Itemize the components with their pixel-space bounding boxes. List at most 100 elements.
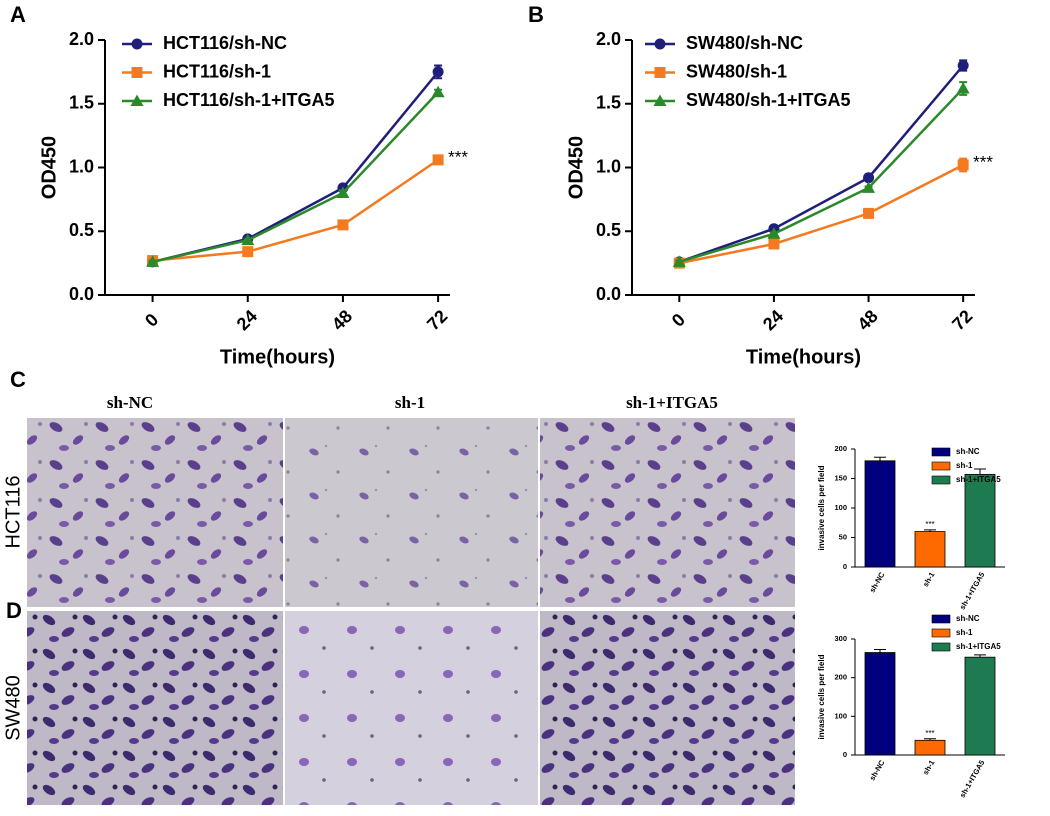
series-line [152,91,440,264]
marker [432,154,444,166]
x-tick-label: 48 [854,306,882,334]
x-tick-label: 0 [141,310,162,331]
row-label: SW480 [2,675,24,741]
x-tick-label: 72 [423,306,451,334]
error-bar [874,648,886,653]
y-axis-label: invasive cells per field [817,465,826,550]
series-line [679,163,964,265]
y-axis-label: invasive cells per field [817,654,826,739]
y-tick-label: 100 [834,711,847,720]
micrograph [285,418,538,607]
marker [242,246,254,258]
y-axis-label: OD450 [565,136,587,199]
legend-marker [131,38,143,50]
micrograph [27,418,283,607]
legend-label: SW480/sh-1 [686,61,787,81]
y-tick-label: 1.5 [69,93,94,113]
legend-label: SW480/sh-NC [686,33,803,53]
legend-swatch [931,475,951,485]
row-label: HCT116 [2,476,24,549]
x-tick-label: sh-1 [921,570,937,588]
legend-swatch [931,628,951,638]
y-tick-label: 200 [834,444,847,453]
y-tick-label: 1.5 [596,93,621,113]
series-line [678,64,965,264]
legend-swatch [931,461,951,471]
error-bar [974,468,986,475]
x-tick-label: 48 [328,306,356,334]
x-axis-label: Time(hours) [746,346,861,368]
y-tick-label: 2.0 [69,29,94,49]
y-tick-label: 0 [843,750,847,759]
legend-marker [653,94,667,106]
x-tick-label: sh-1+ITGA5 [958,570,987,611]
legend-label: sh-1+ITGA5 [956,475,1001,484]
legend-swatch [931,447,951,457]
micrograph [540,418,795,607]
x-tick-label: sh-NC [868,758,887,782]
marker [337,219,349,231]
y-tick-label: 100 [834,503,847,512]
marker [767,227,781,239]
y-tick-label: 0.0 [596,284,621,304]
legend-swatch [931,614,951,624]
panel-label: A [10,2,26,27]
y-tick-label: 200 [834,673,847,682]
marker [957,60,969,71]
legend-label: sh-1+ITGA5 [956,642,1001,651]
legend-label: HCT116/sh-NC [163,33,287,53]
micrograph [285,611,538,805]
marker [146,255,160,267]
legend-label: HCT116/sh-1 [163,61,271,81]
micrograph [27,611,283,805]
x-tick-label: 24 [759,306,787,334]
panel-label: B [528,2,544,27]
legend-label: sh-NC [956,614,980,623]
bar [864,652,896,756]
legend-label: sh-1 [956,461,973,470]
y-axis-label: OD450 [38,136,60,199]
y-tick-label: 0 [843,562,847,571]
y-tick-label: 0.5 [69,220,94,240]
series-line [152,158,439,262]
annotation: *** [973,152,993,171]
column-label: sh-1 [395,393,425,412]
series-line [678,87,965,264]
x-tick-label: 72 [948,306,976,334]
annotation: *** [925,729,934,738]
bar [914,739,946,756]
y-tick-label: 50 [839,532,847,541]
marker [431,85,445,98]
annotation: *** [448,147,468,166]
y-tick-label: 2.0 [596,29,621,49]
marker [957,159,969,171]
marker [241,233,255,246]
x-tick-label: sh-1+ITGA5 [958,758,987,799]
legend-marker [130,94,144,106]
bar [964,473,996,568]
x-tick-label: 0 [668,310,689,331]
bar [864,460,896,568]
x-tick-label: 24 [233,306,261,334]
legend-label: sh-NC [956,447,980,456]
marker [956,81,970,94]
y-tick-label: 150 [834,473,847,482]
y-tick-label: 0.5 [596,220,621,240]
marker [336,186,350,198]
legend-swatch [931,642,951,652]
annotation: *** [925,520,934,529]
column-label: sh-1+ITGA5 [626,393,718,412]
marker [768,238,780,250]
marker [863,172,875,184]
legend-marker [654,67,666,78]
y-tick-label: 300 [834,634,847,643]
legend-label: SW480/sh-1+ITGA5 [686,90,851,110]
y-tick-label: 1.0 [69,156,94,176]
y-tick-label: 0.0 [69,284,94,304]
panel-label: D [6,598,22,623]
x-axis-label: Time(hours) [220,346,335,368]
y-tick-label: 1.0 [596,156,621,176]
legend-marker [654,38,666,50]
marker [672,255,686,267]
